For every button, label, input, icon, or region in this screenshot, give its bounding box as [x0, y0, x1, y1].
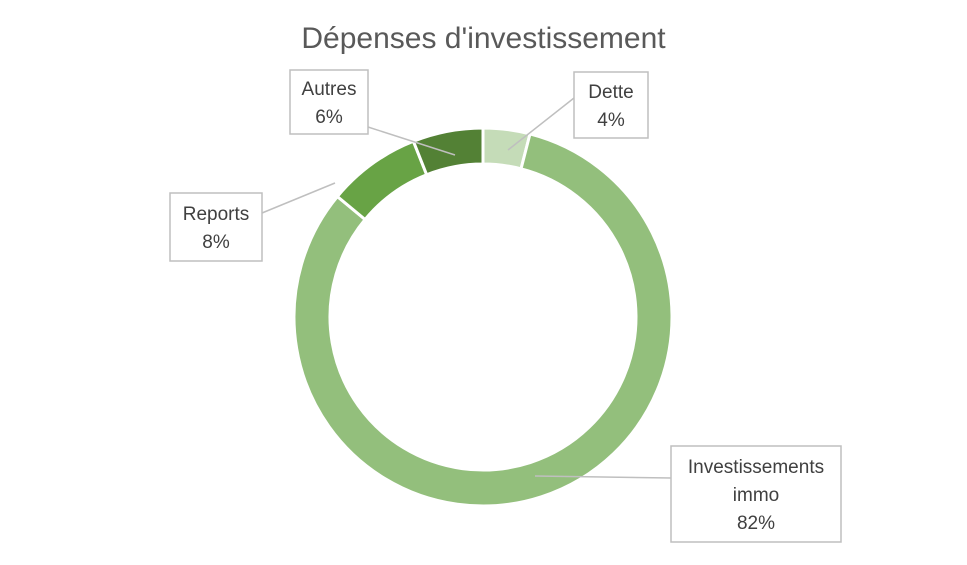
slice-investissements-immo — [292, 132, 674, 508]
data-label-value-dette: 4% — [597, 110, 625, 131]
data-label-value-autres: 6% — [315, 107, 343, 128]
data-label-name-reports: Reports — [183, 204, 250, 225]
data-label-box-investissements-immo — [670, 445, 842, 543]
chart-title: Dépenses d'investissement — [301, 22, 666, 55]
slice-autres — [411, 126, 485, 177]
data-label-value-reports: 8% — [202, 232, 230, 253]
leader-line-autres — [367, 126, 456, 156]
slices — [292, 126, 674, 508]
data-label-name-investissements-immo: immo — [733, 485, 779, 506]
leader-line-dette — [507, 97, 575, 151]
leader-line-reports — [261, 182, 336, 214]
data-label-name-investissements-immo: Investissements — [688, 457, 824, 478]
data-label-box-autres — [289, 69, 369, 135]
data-label-name-autres: Autres — [302, 79, 357, 100]
leader-line-investissements-immo — [534, 475, 672, 479]
data-labels: Dette 4% Investissements immo 82% Reports 8% Au… — [169, 69, 842, 543]
data-label-value-investissements-immo: 82% — [737, 513, 775, 534]
slice-reports — [335, 139, 429, 222]
data-label-box-dette — [573, 71, 649, 139]
data-label-box-reports — [169, 192, 263, 262]
data-label-name-dette: Dette — [588, 82, 633, 103]
